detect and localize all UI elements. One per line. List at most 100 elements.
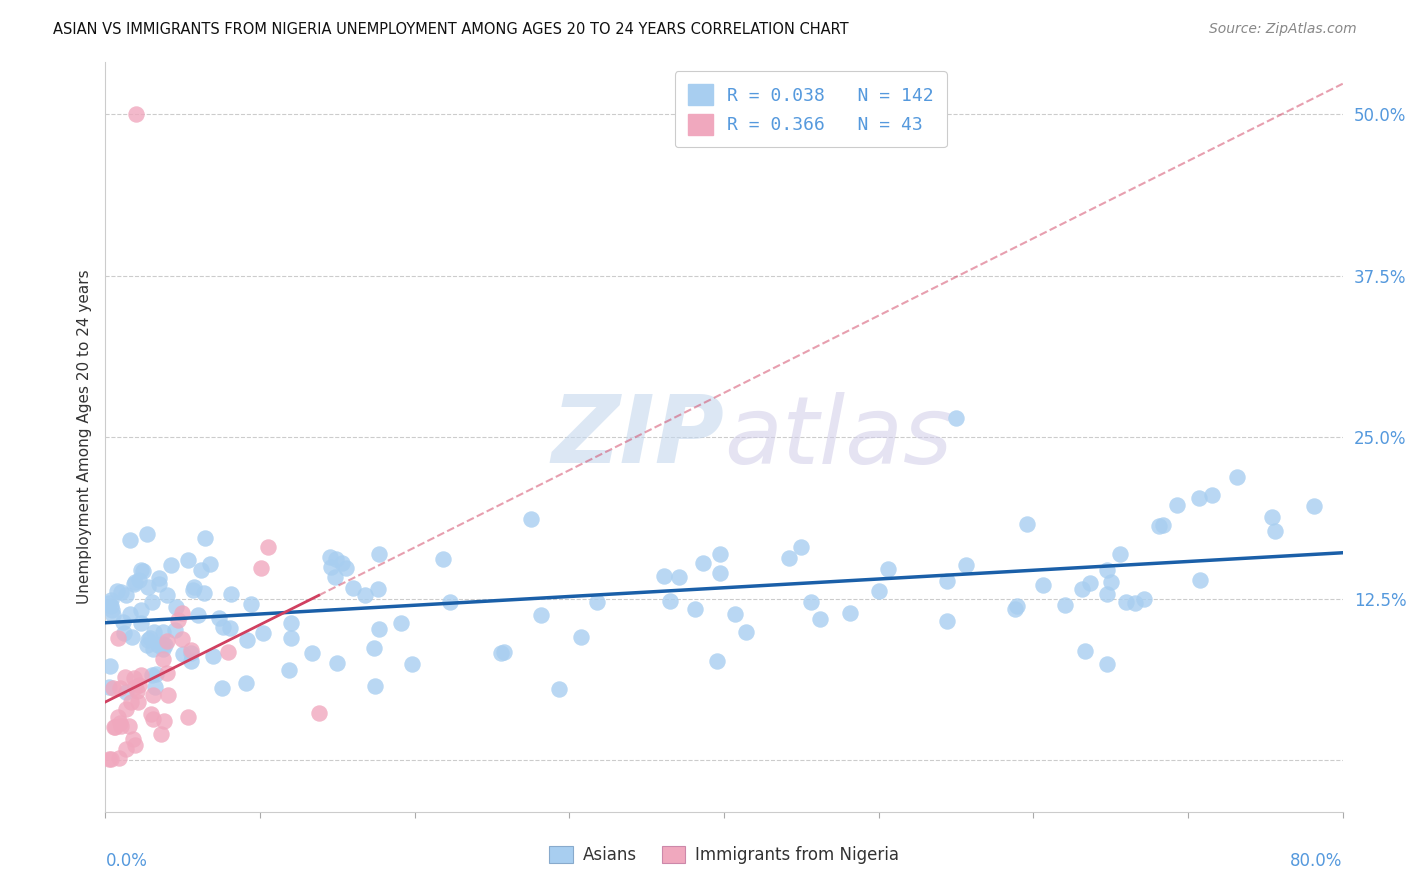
Point xyxy=(156,666,179,681)
Point xyxy=(810,612,832,626)
Point xyxy=(868,584,890,599)
Point xyxy=(326,656,349,670)
Point xyxy=(124,681,146,695)
Point xyxy=(187,608,209,623)
Point xyxy=(1187,491,1209,505)
Legend: Asians, Immigrants from Nigeria: Asians, Immigrants from Nigeria xyxy=(543,839,905,871)
Point xyxy=(100,592,122,607)
Point xyxy=(167,613,190,627)
Point xyxy=(146,638,169,652)
Point xyxy=(323,570,346,584)
Point xyxy=(1078,576,1101,591)
Point xyxy=(1302,499,1324,513)
Point xyxy=(122,671,145,685)
Point xyxy=(389,615,412,630)
Point xyxy=(1264,524,1286,538)
Point xyxy=(138,580,160,594)
Point xyxy=(180,643,202,657)
Point xyxy=(112,625,135,640)
Point xyxy=(114,670,136,684)
Point xyxy=(945,410,967,425)
Point xyxy=(530,607,553,622)
Point xyxy=(148,571,170,585)
Point xyxy=(156,634,179,648)
Point xyxy=(335,560,357,574)
Text: 80.0%: 80.0% xyxy=(1291,852,1343,870)
Point xyxy=(277,663,299,677)
Point xyxy=(172,648,194,662)
Point xyxy=(935,614,957,628)
Point xyxy=(321,560,343,574)
Point xyxy=(125,107,148,121)
Point xyxy=(155,639,177,653)
Point xyxy=(301,646,323,660)
Point xyxy=(190,564,212,578)
Point xyxy=(110,715,132,730)
Point xyxy=(1226,469,1249,483)
Point xyxy=(520,512,543,526)
Point xyxy=(97,680,120,694)
Point xyxy=(838,607,860,621)
Point xyxy=(280,616,302,631)
Point xyxy=(240,597,263,611)
Point xyxy=(363,641,385,656)
Point xyxy=(170,606,193,620)
Point xyxy=(706,654,728,668)
Point xyxy=(1132,592,1154,607)
Point xyxy=(142,642,165,657)
Point xyxy=(177,553,200,567)
Point xyxy=(131,615,153,630)
Point xyxy=(183,582,205,597)
Point xyxy=(659,594,682,608)
Point xyxy=(104,720,127,734)
Point xyxy=(120,533,142,548)
Point xyxy=(115,702,138,716)
Point xyxy=(157,688,180,702)
Point xyxy=(955,558,977,572)
Point xyxy=(211,620,233,634)
Point xyxy=(236,632,259,647)
Point xyxy=(709,547,731,561)
Point xyxy=(170,632,193,646)
Point xyxy=(319,550,342,565)
Point xyxy=(308,706,330,720)
Point xyxy=(100,599,122,613)
Point xyxy=(127,683,149,698)
Point xyxy=(107,710,129,724)
Point xyxy=(1147,519,1170,533)
Point xyxy=(141,595,163,609)
Point xyxy=(1201,488,1223,502)
Point xyxy=(152,642,174,657)
Text: ZIP: ZIP xyxy=(551,391,724,483)
Point xyxy=(152,637,174,651)
Point xyxy=(108,751,131,765)
Point xyxy=(142,712,165,726)
Point xyxy=(152,625,174,640)
Point xyxy=(114,685,136,699)
Point xyxy=(156,588,179,602)
Point xyxy=(110,584,132,599)
Text: Source: ZipAtlas.com: Source: ZipAtlas.com xyxy=(1209,22,1357,37)
Point xyxy=(217,645,239,659)
Point xyxy=(936,574,959,588)
Point xyxy=(1188,574,1211,588)
Point xyxy=(221,587,243,601)
Point xyxy=(101,608,124,623)
Point xyxy=(122,576,145,591)
Point xyxy=(110,719,132,733)
Point xyxy=(1152,518,1174,533)
Point xyxy=(368,622,391,636)
Point xyxy=(1053,598,1076,612)
Point xyxy=(1099,575,1122,590)
Point xyxy=(97,597,120,611)
Point xyxy=(211,681,233,695)
Point xyxy=(432,551,454,566)
Point xyxy=(652,569,675,583)
Point xyxy=(1115,595,1137,609)
Point xyxy=(683,601,706,615)
Point xyxy=(124,575,146,590)
Point xyxy=(100,603,122,617)
Point xyxy=(1005,599,1028,613)
Point xyxy=(569,630,592,644)
Point xyxy=(201,649,224,664)
